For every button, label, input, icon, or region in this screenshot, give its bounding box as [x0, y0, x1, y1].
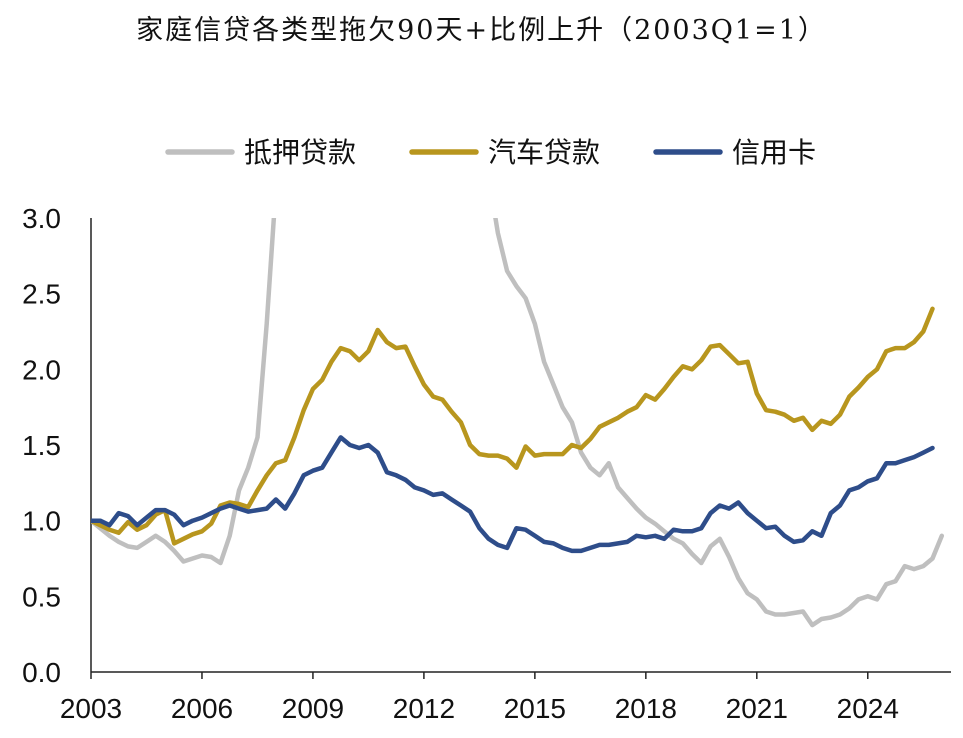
series-line-2 [91, 306, 935, 546]
x-tick-label: 2009 [282, 693, 344, 724]
chart-title: 家庭信贷各类型拖欠90天+比例上升（2003Q1=1） [136, 15, 827, 46]
series-layer [91, 218, 945, 628]
y-tick-label: 3.0 [22, 203, 61, 234]
x-tick-label: 2006 [171, 693, 233, 724]
legend-label: 汽车贷款 [488, 136, 600, 169]
y-tick-label: 1.0 [22, 506, 61, 537]
x-tick-label: 2015 [504, 693, 566, 724]
y-tick-label: 0.5 [22, 581, 61, 612]
x-axis: 2003 2006 2009 2012 2015 2018 2021 2024 [60, 671, 951, 724]
legend: 抵押贷款 汽车贷款 信用卡 [165, 136, 816, 169]
x-tick-label: 2018 [615, 693, 677, 724]
x-tick-label: 2021 [726, 693, 788, 724]
series-line-0 [91, 218, 277, 566]
x-tick-label: 2024 [837, 693, 899, 724]
y-axis: 0.0 0.5 1.0 1.5 2.0 2.5 3.0 [22, 203, 92, 688]
y-tick-label: 0.0 [22, 657, 61, 688]
x-tick-label: 2003 [60, 693, 122, 724]
y-tick-label: 2.5 [22, 279, 61, 310]
x-tick-label: 2012 [393, 693, 455, 724]
series-line-3 [91, 435, 935, 554]
legend-label: 信用卡 [732, 136, 816, 169]
series-line-1 [493, 218, 945, 628]
y-tick-label: 2.0 [22, 354, 61, 385]
y-tick-label: 1.5 [22, 430, 61, 461]
legend-label: 抵押贷款 [244, 136, 356, 169]
